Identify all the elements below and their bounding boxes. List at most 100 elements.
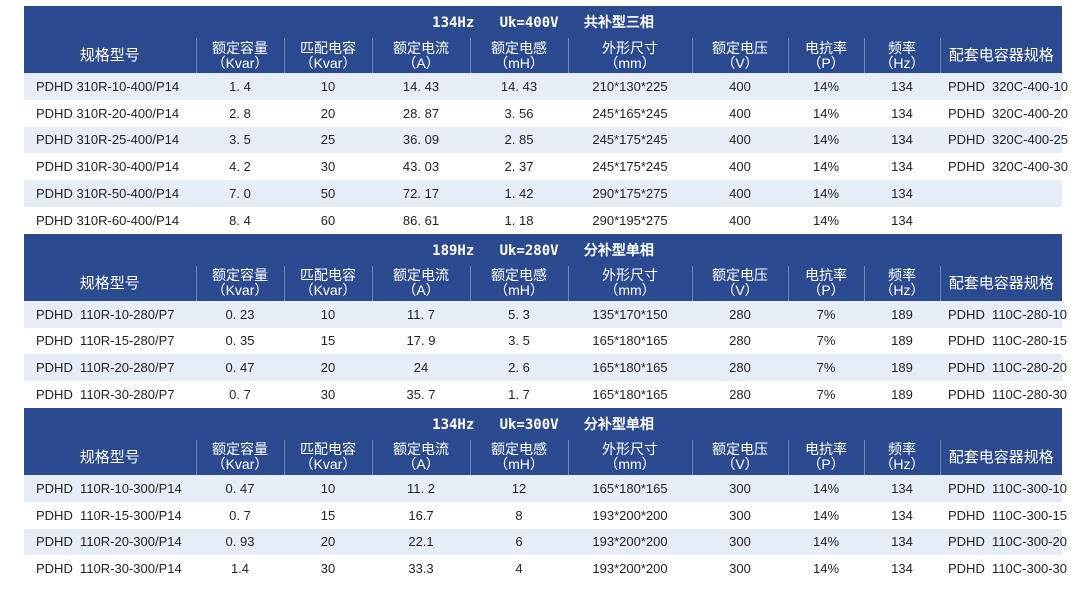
section-title-row: 134Hz Uk=300V 分补型单相 [24,407,1062,440]
cell-model: PDHD 110R-20-300/P14 [24,528,196,556]
cell-rated-current: 43. 03 [402,159,440,175]
cell-rated-capacity: 0. 47 [196,354,284,382]
header-label: 额定电流 [393,267,449,284]
cell-reactance-rate: 14% [788,528,864,556]
header-label: 额定电压 [712,39,768,56]
header-capacitor-spec: 配套电容器规格 [939,265,1062,301]
cell-rated-voltage: 300 [729,507,751,523]
cell-rated-inductance: 1. 7 [508,387,530,403]
cell-reactance-rate: 7% [816,387,836,403]
cell-frequency: 189 [864,354,940,382]
cell-model: PDHD 310R-50-400/P14 [24,180,196,207]
cell-frequency: 134 [864,73,940,100]
header-label: 配套电容器规格 [948,274,1054,292]
cell-rated-inductance: 1. 18 [504,212,534,228]
cell-frequency: 134 [891,159,913,175]
cell-rated-current: 36. 09 [372,126,470,154]
header-label: 规格型号 [79,448,140,466]
cell-matching-capacitor: 20 [320,105,336,121]
cell-model: PDHD 310R-20-400/P14 [36,105,180,121]
header-unit: （V） [721,456,759,473]
section-title: 189Hz Uk=280V 分补型单相 [24,233,1062,266]
cell-capacitor-spec: PDHD 320C-400-30 [948,159,1068,175]
cell-capacitor-spec [940,207,1062,234]
header-unit: （mm） [604,456,656,473]
cell-matching-capacitor: 10 [284,73,372,100]
table-row: PDHD 110R-20-300/P14 0. 93 20 22.1 6 193*200*… [24,528,1067,556]
cell-rated-inductance: 8 [515,507,523,523]
cell-rated-inductance: 5. 3 [470,300,568,328]
cell-matching-capacitor: 20 [284,528,372,556]
cell-dimensions: 290*195*275 [592,212,668,228]
header-frequency: 频率 （Hz） [863,265,940,301]
cell-capacitor-spec: PDHD 110C-300-30 [948,561,1067,577]
cell-rated-voltage: 280 [729,333,751,349]
header-unit: （Kvar） [211,54,269,71]
cell-dimensions: 193*200*200 [592,561,668,577]
cell-reactance-rate: 14% [788,474,864,502]
header-unit: （A） [402,54,440,71]
header-unit: （P） [807,456,845,473]
cell-dimensions: 245*175*245 [592,159,668,175]
header-rated-capacity: 额定容量 （Kvar） [195,439,284,475]
header-label: 匹配电容 [300,441,356,458]
header-rated-current: 额定电流 （A） [371,265,470,301]
cell-rated-capacity: 0. 47 [196,474,284,502]
cell-rated-capacity: 7. 0 [196,180,284,207]
cell-frequency: 134 [891,561,913,577]
header-label: 额定电压 [712,267,768,284]
cell-capacitor-spec: PDHD 320C-400-10 [940,73,1068,100]
table-row: PDHD 310R-50-400/P14 7. 0 50 72. 17 1. 42 290… [24,180,1062,207]
header-rated-inductance: 额定电感 （mH） [469,38,568,73]
header-rated-voltage: 额定电压 （V） [691,439,788,475]
header-label: 外形尺寸 [602,39,658,56]
cell-frequency: 134 [891,507,913,523]
cell-model: PDHD 310R-30-400/P14 [36,159,180,175]
header-reactance-rate: 电抗率 （P） [787,38,864,73]
cell-capacitor-spec: PDHD 320C-400-25 [940,126,1068,154]
cell-dimensions: 165*180*165 [592,333,668,349]
cell-rated-current: 24 [372,354,470,382]
cell-matching-capacitor: 30 [320,561,336,577]
cell-matching-capacitor: 15 [320,333,336,349]
cell-model: PDHD 110R-10-300/P14 [24,474,196,502]
cell-reactance-rate: 14% [788,180,864,207]
header-unit: （Kvar） [299,282,357,299]
header-label: 额定电流 [393,39,449,56]
cell-frequency: 134 [864,180,940,207]
cell-rated-capacity: 0. 93 [196,528,284,556]
cell-dimensions: 165*180*165 [568,354,692,382]
cell-rated-current: 22.1 [372,528,470,556]
header-label: 配套电容器规格 [948,47,1054,64]
cell-frequency: 189 [864,300,940,328]
cell-rated-capacity: 0. 35 [225,333,255,349]
header-unit: （A） [402,282,440,299]
header-model: 规格型号 [24,265,196,301]
cell-rated-voltage: 400 [692,73,788,100]
table-row: PDHD 110R-10-300/P14 0. 47 10 11. 2 12 165*18… [24,474,1067,502]
cell-rated-inductance: 2. 85 [470,126,568,154]
cell-rated-inductance: 3. 5 [508,333,530,349]
header-unit: （V） [721,54,759,71]
cell-rated-capacity: 2. 8 [229,105,251,121]
cell-dimensions: 193*200*200 [592,507,668,523]
table-row: PDHD 110R-10-280/P7 0. 23 10 11. 7 5. 3 135*1… [24,300,1067,328]
header-capacitor-spec: 配套电容器规格 [939,38,1062,73]
header-rated-capacity: 额定容量 （Kvar） [195,265,284,301]
header-frequency: 频率 （Hz） [863,439,940,475]
header-rated-current: 额定电流 （A） [371,38,470,73]
cell-capacitor-spec: PDHD 110C-300-20 [940,528,1067,556]
header-reactance-rate: 电抗率 （P） [787,439,864,475]
section-title: 134Hz Uk=400V 共补型三相 [24,6,1062,38]
header-model: 规格型号 [24,439,196,475]
cell-model: PDHD 110R-20-280/P7 [24,354,196,382]
table-row: PDHD 310R-60-400/P14 8. 4 60 86. 61 1. 18 290… [24,207,1062,234]
header-label: 额定电感 [491,39,547,56]
header-reactance-rate: 电抗率 （P） [787,265,864,301]
cell-matching-capacitor: 50 [284,180,372,207]
header-label: 额定容量 [212,441,268,458]
cell-rated-capacity: 8. 4 [229,212,251,228]
header-unit: （mH） [494,456,544,473]
cell-rated-voltage: 280 [729,387,751,403]
header-unit: （P） [807,54,845,71]
